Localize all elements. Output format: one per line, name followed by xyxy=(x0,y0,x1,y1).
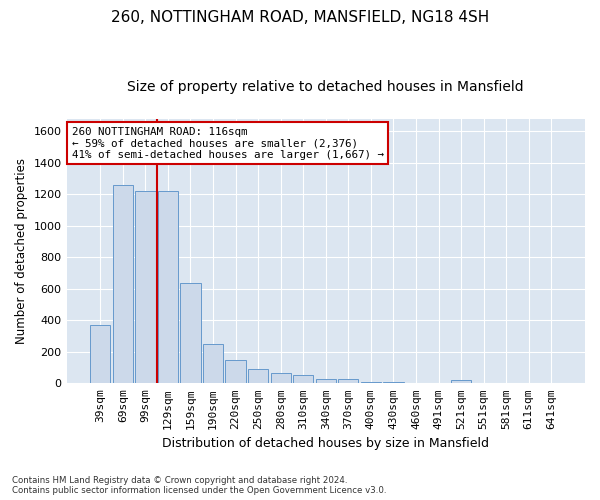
Bar xyxy=(383,382,404,384)
Text: 260, NOTTINGHAM ROAD, MANSFIELD, NG18 4SH: 260, NOTTINGHAM ROAD, MANSFIELD, NG18 4S… xyxy=(111,10,489,25)
Text: Contains HM Land Registry data © Crown copyright and database right 2024.
Contai: Contains HM Land Registry data © Crown c… xyxy=(12,476,386,495)
Bar xyxy=(226,360,246,384)
Bar xyxy=(248,369,268,384)
Bar xyxy=(361,382,381,384)
Bar xyxy=(158,191,178,384)
Bar xyxy=(293,376,313,384)
Title: Size of property relative to detached houses in Mansfield: Size of property relative to detached ho… xyxy=(127,80,524,94)
Bar xyxy=(271,373,291,384)
Bar xyxy=(90,325,110,384)
Bar xyxy=(316,378,336,384)
Bar xyxy=(135,191,155,384)
X-axis label: Distribution of detached houses by size in Mansfield: Distribution of detached houses by size … xyxy=(162,437,489,450)
Bar xyxy=(338,380,358,384)
Y-axis label: Number of detached properties: Number of detached properties xyxy=(15,158,28,344)
Bar xyxy=(113,185,133,384)
Bar xyxy=(203,344,223,384)
Bar xyxy=(181,282,200,384)
Bar xyxy=(451,380,471,384)
Text: 260 NOTTINGHAM ROAD: 116sqm
← 59% of detached houses are smaller (2,376)
41% of : 260 NOTTINGHAM ROAD: 116sqm ← 59% of det… xyxy=(72,126,384,160)
Bar xyxy=(406,382,426,384)
